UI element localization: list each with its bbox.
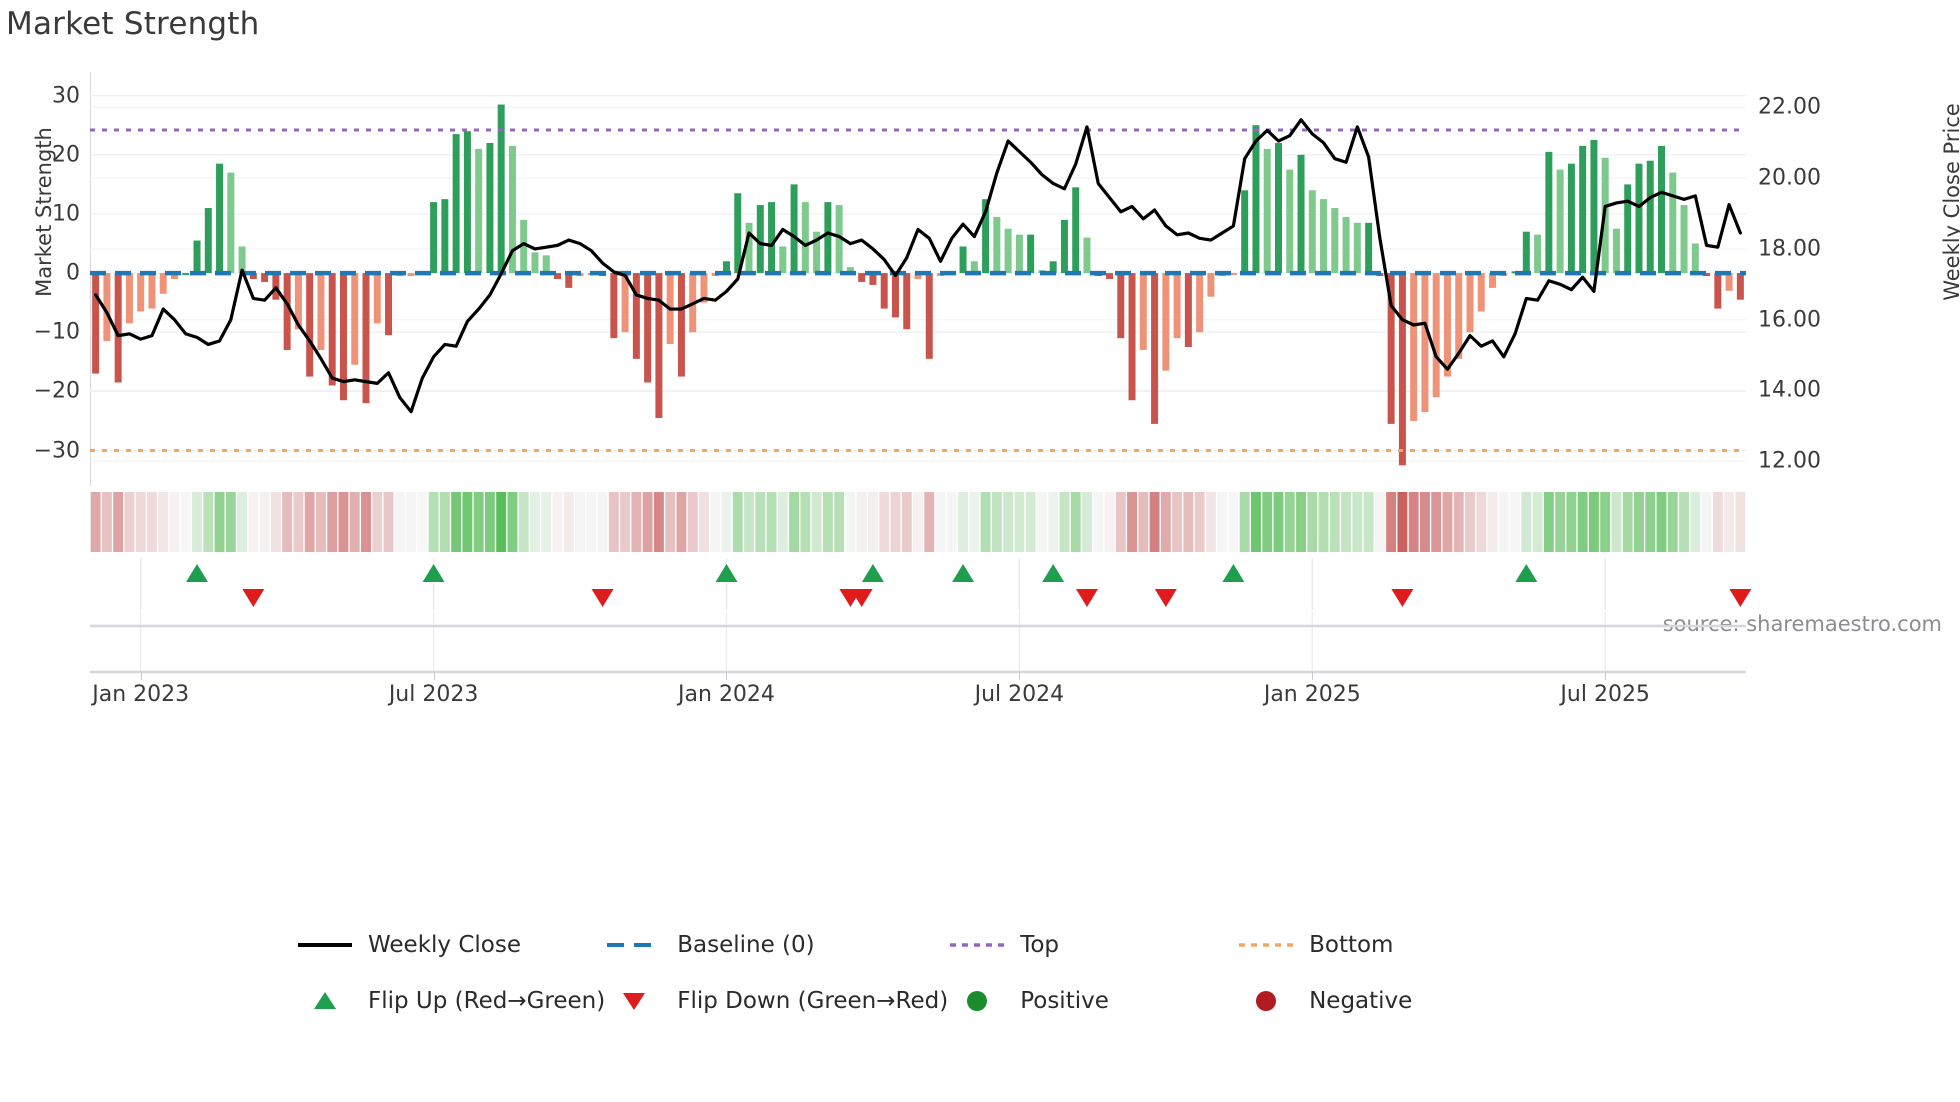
line-dashed-blue-icon [605, 932, 663, 958]
x-axis-tick-mark [140, 672, 142, 680]
y-axis-right-tick: 14.00 [1758, 377, 1821, 403]
y-axis-left-tick: 0 [66, 260, 80, 286]
legend-item-positive[interactable]: Positive [948, 988, 1237, 1014]
flip-markers-row [90, 558, 1752, 610]
y-axis-right-label: Weekly Close Price [1940, 103, 1960, 301]
x-axis-tick: Jul 2023 [388, 682, 479, 707]
triangle-up-green-icon [296, 988, 354, 1014]
y-axis-right-tick: 18.00 [1758, 236, 1821, 262]
y-axis-left-tick: 30 [52, 83, 80, 109]
legend-label: Negative [1309, 988, 1413, 1014]
legend-item-baseline-0[interactable]: Baseline (0) [605, 932, 948, 958]
legend-item-bottom[interactable]: Bottom [1237, 932, 1526, 958]
legend-item-flip-down-green-red[interactable]: Flip Down (Green→Red) [605, 988, 948, 1014]
legend-item-negative[interactable]: Negative [1237, 988, 1526, 1014]
y-axis-right-tick: 22.00 [1758, 94, 1821, 120]
legend-item-weekly-close[interactable]: Weekly Close [296, 932, 605, 958]
x-axis-area [90, 612, 1746, 680]
y-axis-left-tick: −10 [33, 319, 80, 345]
legend-item-top[interactable]: Top [948, 932, 1237, 958]
x-axis-tick-mark [1312, 672, 1314, 680]
legend-label: Flip Down (Green→Red) [677, 988, 949, 1014]
flip-markers-svg [139, 558, 1752, 610]
main-chart-area: 30 20 10 0 −10 −20 −30 22.00 20.00 18.00 16.00 14.… [34, 72, 1821, 486]
y-axis-right-tick: 12.00 [1758, 448, 1821, 474]
x-axis-tick: Jul 2025 [1560, 682, 1650, 707]
y-axis-left-tick: −20 [33, 378, 80, 404]
x-axis-svg [90, 612, 1746, 674]
triangle-down-red-icon [605, 988, 663, 1014]
y-axis-spine [90, 72, 91, 486]
legend-label: Flip Up (Red→Green) [368, 988, 606, 1014]
x-axis-tick: Jul 2024 [974, 682, 1065, 707]
chart-legend: Weekly Close Baseline (0) Top Bottom Flip Up… [296, 925, 1526, 1021]
circle-green-icon [948, 988, 1006, 1014]
y-axis-left-tick: 10 [52, 201, 80, 227]
x-axis-tick-mark [1605, 672, 1607, 680]
line-solid-black-icon [296, 932, 354, 958]
heatmap-svg [90, 492, 1746, 552]
x-axis-tick-mark [1019, 672, 1021, 680]
legend-label: Positive [1020, 988, 1109, 1014]
legend-label: Baseline (0) [677, 932, 815, 958]
y-axis-left-tick: 20 [52, 142, 80, 168]
circle-darkred-icon [1237, 988, 1295, 1014]
legend-label: Weekly Close [368, 932, 521, 958]
y-axis-right-tick: 20.00 [1758, 165, 1821, 191]
x-axis-tick-mark [433, 672, 435, 680]
x-axis-tick: Jan 2025 [1263, 682, 1361, 707]
line-dotted-purple-icon [948, 932, 1006, 958]
page-title: Market Strength [6, 6, 260, 42]
legend-item-flip-up-red-green[interactable]: Flip Up (Red→Green) [296, 988, 605, 1014]
legend-label: Top [1020, 932, 1060, 958]
x-axis-tick: Jan 2024 [678, 682, 775, 707]
legend-label: Bottom [1309, 932, 1394, 958]
strength-heatmap-strip [90, 492, 1746, 552]
market-strength-svg [90, 95, 1746, 466]
y-axis-right-tick: 16.00 [1758, 307, 1821, 333]
source-attribution: source: sharemaestro.com [1662, 612, 1942, 636]
x-axis-tick-mark [726, 672, 728, 680]
line-dotted-orange-icon [1237, 932, 1295, 958]
x-axis-tick: Jan 2023 [92, 682, 190, 707]
y-axis-left-tick: −30 [33, 438, 80, 463]
